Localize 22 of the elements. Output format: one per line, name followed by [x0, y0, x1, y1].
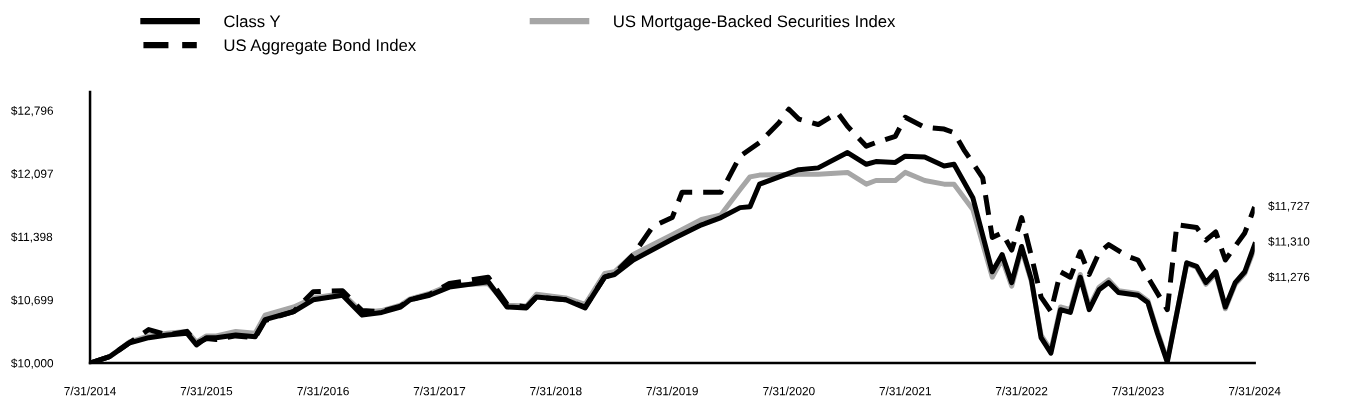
y-tick-label: $10,000 — [11, 358, 54, 369]
text: $11,310 — [1268, 236, 1310, 248]
x-tick-label: 7/31/2019 — [646, 386, 698, 396]
x-tick-label: 7/31/2020 — [763, 386, 815, 396]
x-tick-label: 7/31/2016 — [297, 386, 349, 396]
legend-label: Class Y — [224, 15, 281, 28]
x-tick-label: 7/31/2022 — [995, 386, 1048, 396]
x-tick-label: 7/31/2014 — [64, 386, 116, 396]
legend-label: US Mortgage-Backed Securities Index — [614, 15, 896, 31]
x-tick-label: 7/31/2015 — [180, 386, 233, 396]
x-tick-label: 7/31/2023 — [1112, 386, 1164, 396]
text: $11,276 — [1268, 272, 1310, 283]
x-tick-label: 7/31/2024 — [1229, 386, 1281, 396]
text: $11,727 — [1268, 201, 1310, 212]
y-tick-label: $10,699 — [11, 295, 53, 306]
x-tick-label: 7/31/2018 — [530, 386, 582, 396]
y-tick-label: $12,097 — [11, 169, 53, 180]
legend-label: US Aggregate Bond Index — [224, 38, 416, 55]
x-tick-label: 7/31/2021 — [879, 386, 931, 396]
x-tick-label: 7/31/2017 — [413, 386, 466, 396]
y-tick-label: $11,398 — [11, 232, 53, 243]
y-tick-label: $12,796 — [11, 105, 54, 117]
